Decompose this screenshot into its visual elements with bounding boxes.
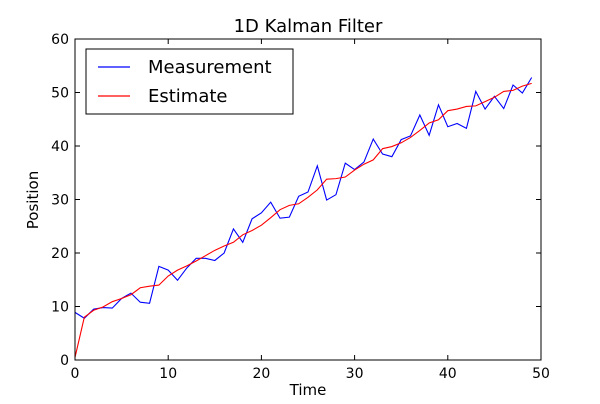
y-tick-label: 20 [51, 246, 69, 262]
y-tick-label: 60 [51, 32, 69, 48]
chart-title: 1D Kalman Filter [234, 16, 383, 37]
legend: Measurement Estimate [85, 48, 294, 115]
x-tick-label: 0 [71, 366, 80, 382]
legend-label-estimate: Estimate [148, 86, 228, 107]
x-axis-label: Time [289, 381, 327, 399]
plot-area [74, 77, 533, 358]
y-tick-label: 40 [51, 139, 69, 155]
series-line-measurement [74, 77, 533, 319]
y-axis-label: Position [24, 171, 42, 229]
y-tick-label: 0 [60, 353, 69, 369]
x-tick-label: 40 [439, 366, 457, 382]
y-tick-label: 10 [51, 300, 69, 316]
legend-label-measurement: Measurement [148, 57, 272, 78]
x-tick-label: 30 [346, 366, 364, 382]
axes: 0 10 20 30 40 50 0 10 20 30 40 50 60 [51, 32, 550, 382]
x-tick-label: 10 [159, 366, 177, 382]
y-tick-label: 30 [51, 193, 69, 209]
y-tick-label: 50 [51, 86, 69, 102]
series-line-estimate [74, 82, 532, 358]
legend-box [85, 48, 294, 115]
x-tick-label: 50 [532, 366, 550, 382]
x-tick-label: 20 [252, 366, 270, 382]
